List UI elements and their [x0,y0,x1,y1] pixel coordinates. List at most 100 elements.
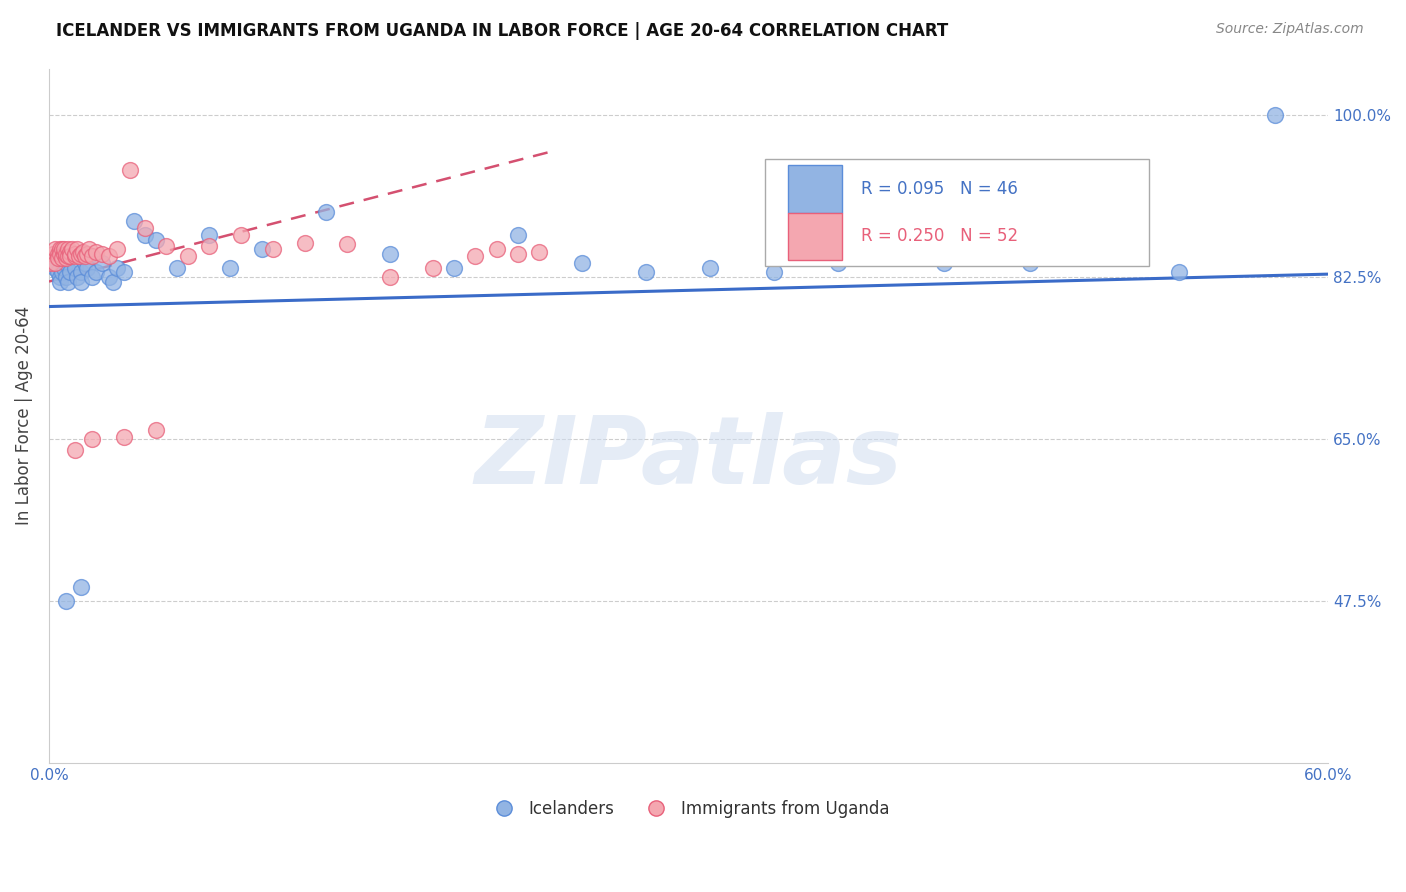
Point [66,269,89,284]
Point [145,423,167,437]
Point [250,242,273,256]
Point [67,249,90,263]
Point [97,269,120,284]
Point [506,228,529,243]
Point [229,228,252,243]
FancyBboxPatch shape [765,159,1149,267]
Point [80,269,103,284]
Bar [789,212,842,260]
Point [44,256,66,270]
Point [46,252,69,266]
Point [48,242,70,256]
Point [46,246,69,260]
Point [48,275,70,289]
Text: Source: ZipAtlas.com: Source: ZipAtlas.com [1216,22,1364,37]
Point [42,256,65,270]
Point [59,249,82,263]
Point [934,256,956,270]
Point [198,228,221,243]
Point [51,252,73,266]
Text: R = 0.095   N = 46: R = 0.095 N = 46 [862,180,1018,198]
Point [91,256,114,270]
Point [63,260,86,275]
Point [63,443,86,458]
Point [75,249,97,263]
Point [51,265,73,279]
Point [112,265,135,279]
Point [55,594,77,608]
Point [55,256,77,270]
Point [699,260,721,275]
Point [97,249,120,263]
Point [76,260,98,275]
Point [55,269,77,284]
Point [464,249,486,263]
Point [79,242,101,256]
Point [145,233,167,247]
Point [91,246,114,260]
Point [219,260,242,275]
Point [80,249,103,263]
Point [506,246,529,260]
Point [84,265,107,279]
Point [52,260,75,275]
Point [75,256,97,270]
Point [118,163,141,178]
Point [134,228,156,243]
Legend: Icelanders, Immigrants from Uganda: Icelanders, Immigrants from Uganda [481,793,897,824]
Point [1167,265,1189,279]
Point [378,269,401,284]
Point [112,430,135,444]
Point [56,275,79,289]
Point [76,246,98,260]
Point [105,242,128,256]
Point [315,205,337,219]
Point [529,244,551,259]
Point [70,275,93,289]
Point [63,246,86,260]
Point [62,242,84,256]
Point [56,249,79,263]
Point [122,214,145,228]
Point [105,260,128,275]
Text: R = 0.250   N = 52: R = 0.250 N = 52 [862,227,1018,245]
Point [378,246,401,260]
Point [59,265,82,279]
Point [52,242,75,256]
Text: ICELANDER VS IMMIGRANTS FROM UGANDA IN LABOR FORCE | AGE 20-64 CORRELATION CHART: ICELANDER VS IMMIGRANTS FROM UGANDA IN L… [56,22,949,40]
Point [336,237,359,252]
Point [198,239,221,253]
Point [571,256,593,270]
Point [70,246,93,260]
Point [422,260,444,275]
Point [1018,256,1040,270]
Point [72,244,94,259]
Point [176,249,198,263]
Point [51,242,73,256]
Point [59,244,82,259]
Point [84,244,107,259]
Point [44,260,66,275]
Point [70,265,93,279]
Point [56,242,79,256]
Point [63,249,86,263]
Point [827,256,849,270]
Point [55,252,77,266]
Point [70,580,93,594]
Point [762,265,785,279]
Point [134,220,156,235]
Point [262,242,284,256]
Point [48,246,70,260]
Point [485,242,508,256]
Point [44,242,66,256]
Point [55,246,77,260]
Point [42,246,65,260]
Point [46,265,69,279]
Point [166,260,188,275]
Point [66,242,89,256]
Point [634,265,657,279]
Point [294,235,316,250]
Point [443,260,465,275]
Text: ZIPatlas: ZIPatlas [474,411,903,503]
Point [80,432,103,446]
